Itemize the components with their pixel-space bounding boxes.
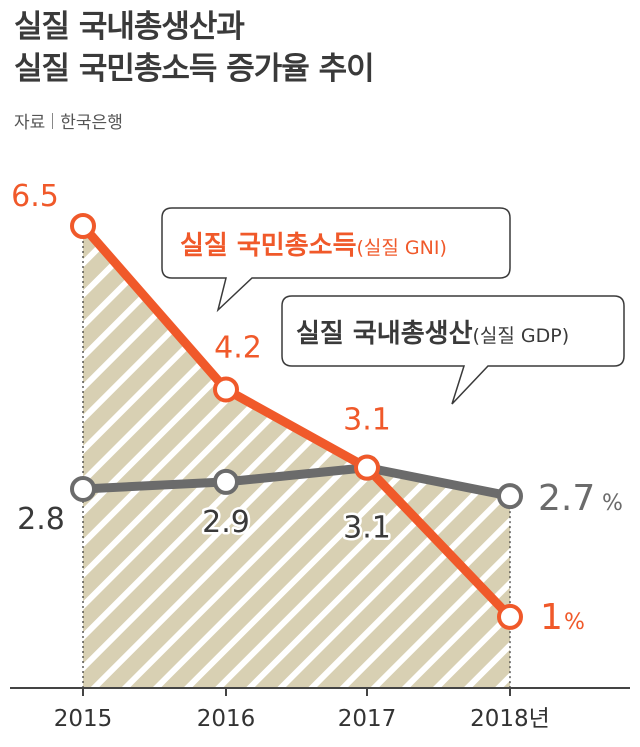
gdp-value-label-2: 3.1: [343, 511, 391, 546]
source-label: 자료: [14, 113, 46, 133]
hatched-area: [83, 226, 510, 688]
gni-value-label-2: 3.1: [343, 403, 391, 438]
gni-callout-box: [161, 207, 511, 313]
gdp-line: [82, 463, 511, 501]
gni-point-3: [497, 603, 523, 630]
gni-annotation: 실질 국민총소득(실질 GNI): [161, 207, 511, 313]
chart-title-line-1: 실질 국내총생산과: [14, 9, 245, 45]
gni-point-1: [213, 376, 239, 403]
x-tick-label-3: 2018년: [470, 706, 550, 732]
source-divider: [52, 112, 54, 129]
gdp-value-label-1: 2.9: [202, 505, 250, 540]
gni-value-label-3: 1: [540, 597, 563, 638]
gdp-callout-box: [281, 295, 625, 405]
gni-unit-label: %: [564, 610, 585, 635]
gdp-point-3: [497, 483, 523, 510]
gdp-point-0: [70, 475, 96, 502]
gni-line: [79, 223, 514, 621]
gni-point-2: [354, 454, 380, 481]
gdp-annotation: 실질 국내총생산(실질 GDP): [281, 295, 625, 405]
chart-title-line-2: 실질 국민총소득 증가율 추이: [14, 51, 375, 87]
source-note: 자료 한국은행: [14, 108, 123, 133]
x-tick-label-1: 2016: [197, 706, 256, 732]
gni-value-label-1: 4.2: [214, 330, 262, 365]
gni-series-name: 실질 국민총소득: [180, 231, 357, 261]
gdp-value-label-0: 2.8: [17, 502, 65, 537]
gdp-unit-label: %: [602, 491, 623, 516]
gni-value-label-0: 6.5: [11, 179, 59, 214]
gdp-value-label-3: 2.7: [538, 478, 595, 519]
gdp-point-1: [213, 468, 239, 495]
svg-text:실질 국민총소득(실질 GNI): 실질 국민총소득(실질 GNI): [180, 231, 447, 261]
gdp-series-suffix: (실질 GDP): [473, 325, 570, 347]
source-name: 한국은행: [60, 113, 123, 133]
chart-title: 실질 국내총생산과 실질 국민총소득 증가율 추이: [14, 6, 375, 90]
gni-point-0: [70, 213, 96, 239]
gni-series-suffix: (실질 GNI): [357, 237, 447, 259]
gdp-series-name: 실질 국내총생산: [296, 319, 473, 349]
x-tick-label-0: 2015: [54, 706, 113, 732]
svg-text:실질 국내총생산(실질 GDP): 실질 국내총생산(실질 GDP): [296, 319, 569, 349]
x-tick-label-2: 2017: [338, 706, 397, 732]
